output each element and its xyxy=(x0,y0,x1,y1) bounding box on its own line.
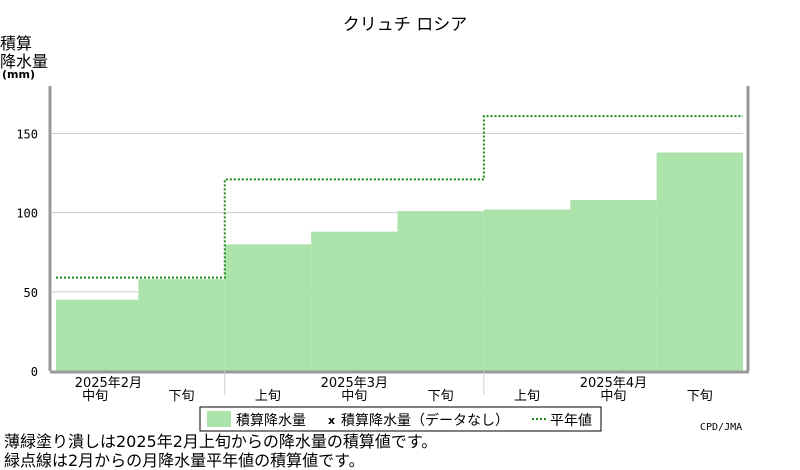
x-period-label-5: 上旬 xyxy=(514,389,540,404)
bar-3 xyxy=(311,231,398,371)
normal-step-line xyxy=(56,115,743,279)
y-axis-label-line-1: 積算 xyxy=(0,34,32,53)
note-line-2: 緑点線は2月からの月降水量平年値の積算値です。 xyxy=(4,451,365,470)
x-period-label-7: 下旬 xyxy=(687,389,713,404)
x-month-label-2: 2025年4月 xyxy=(580,376,647,391)
legend-item-bar: 積算降水量 xyxy=(236,413,306,429)
chart-title: クリュチ ロシア xyxy=(343,15,467,35)
bar-1 xyxy=(138,279,225,371)
axes xyxy=(48,86,750,395)
bar-6 xyxy=(570,200,657,371)
normal-line xyxy=(56,115,743,279)
source-label: CPD/JMA xyxy=(700,422,742,433)
bar-5 xyxy=(483,209,571,371)
legend-box xyxy=(199,406,602,432)
y-axis-label-line-2: 降水量 xyxy=(0,52,48,71)
y-tick-0: 0 xyxy=(31,365,38,379)
legend-item-nodata: 積算降水量（データなし） xyxy=(341,412,509,429)
bar-4 xyxy=(397,211,484,371)
bar-7 xyxy=(656,152,743,371)
bar-2 xyxy=(224,244,312,371)
x-labels: 中旬 下旬 上旬 中旬 下旬 上旬 中旬 下旬 2025年2月 2025年3月 2025年4月 xyxy=(75,376,713,404)
bar-0 xyxy=(56,299,139,371)
x-period-label-2: 上旬 xyxy=(255,389,281,404)
x-period-label-3: 中旬 xyxy=(341,389,367,404)
x-period-label-4: 下旬 xyxy=(428,389,454,404)
note-line-1: 薄緑塗り潰しは2025年2月上旬からの降水量の積算値です。 xyxy=(4,432,437,451)
y-tick-50: 50 xyxy=(24,286,38,300)
x-period-label-1: 下旬 xyxy=(169,389,195,404)
bars xyxy=(56,152,743,371)
x-period-label-6: 中旬 xyxy=(600,389,626,404)
x-period-label-0: 中旬 xyxy=(82,389,108,404)
y-ticks: 0 50 100 150 xyxy=(16,128,38,380)
x-month-label-0: 2025年2月 xyxy=(75,376,142,391)
legend-nodata-marker: x xyxy=(328,414,335,427)
legend-swatch-bar xyxy=(207,411,231,427)
legend-item-normal: 平年値 xyxy=(550,413,592,429)
y-tick-150: 150 xyxy=(16,128,38,142)
y-axis-unit: (mm) xyxy=(2,68,35,81)
legend: 積算降水量 x 積算降水量（データなし） 平年値 xyxy=(199,406,602,432)
x-month-label-1: 2025年3月 xyxy=(321,376,388,391)
y-tick-100: 100 xyxy=(16,207,38,221)
